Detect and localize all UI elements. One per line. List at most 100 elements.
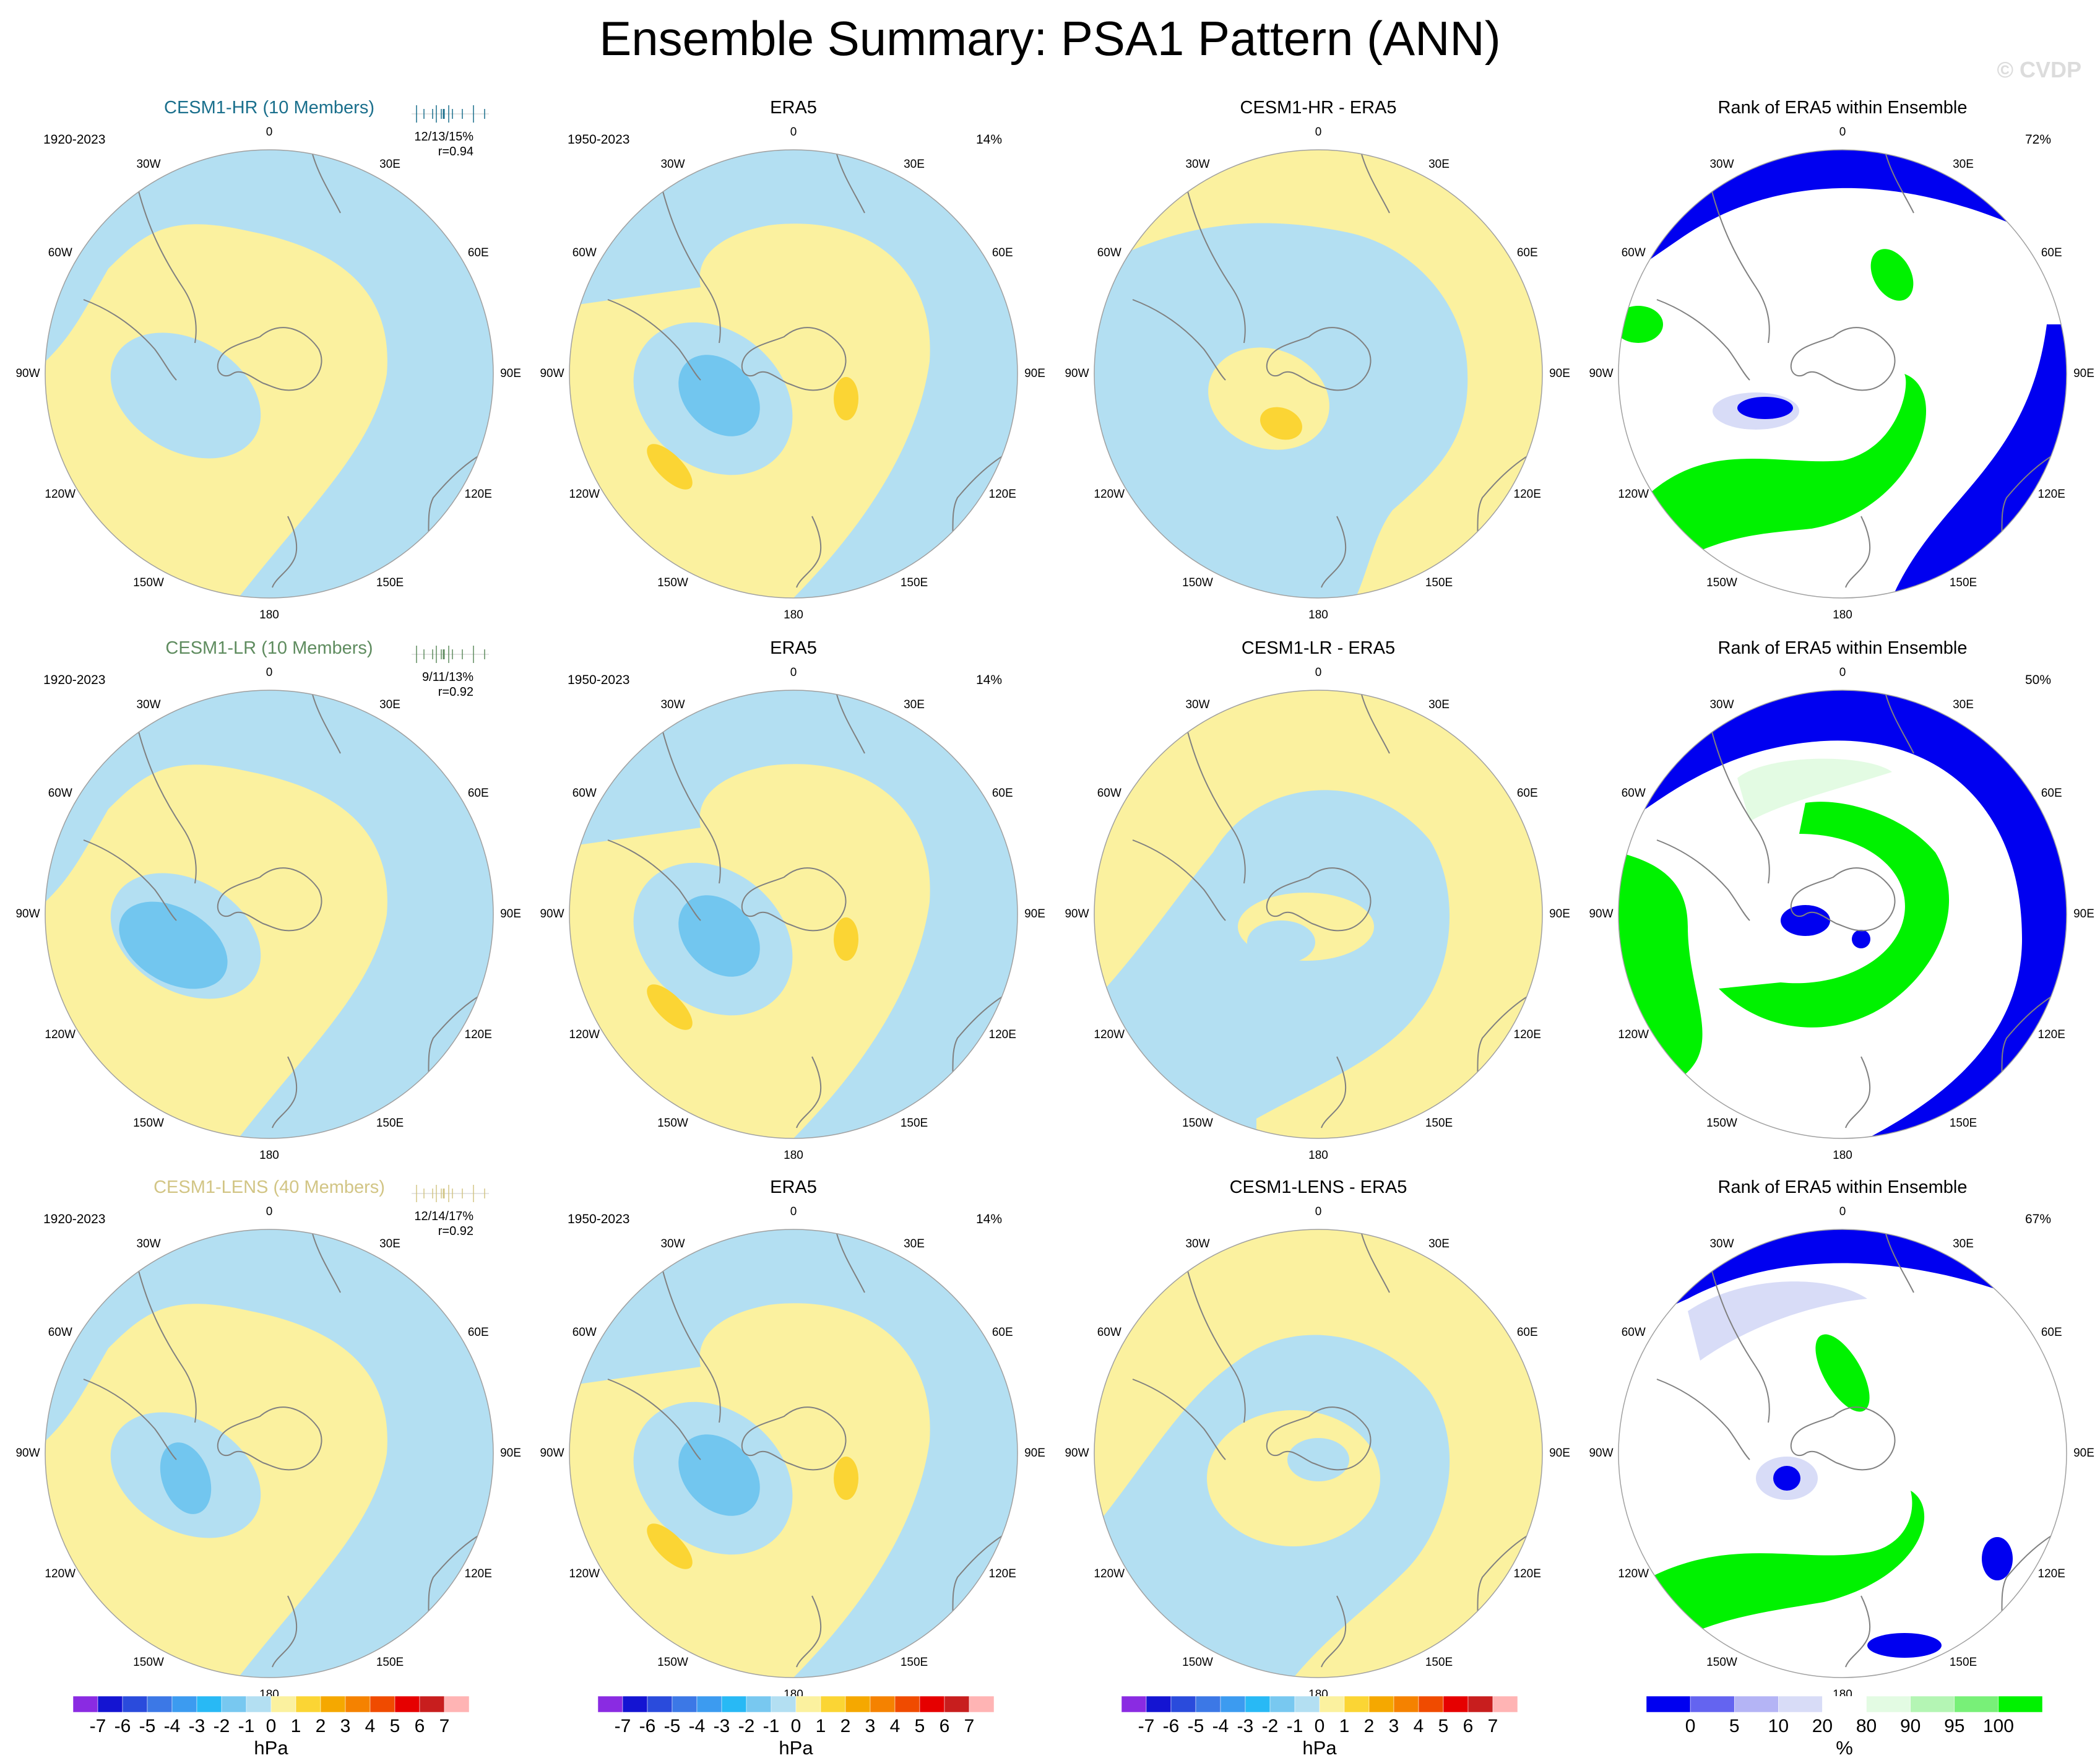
africa-coast: [312, 1233, 341, 1293]
panel-r2-c3: CESM1-LR - ERA5 0 30E 60E 90E 120E 150E 180 150W…: [1058, 638, 1578, 1176]
panel-title-r1-c4: Rank of ERA5 within Ensemble: [1718, 98, 1968, 118]
colorbar-swatches: [1121, 1696, 1518, 1713]
colorbar-swatch: [1220, 1696, 1246, 1713]
lon-label-90E: 90E: [500, 367, 521, 380]
new-zealand-coast: [1321, 1595, 1347, 1668]
colorbar-label: 7: [439, 1716, 450, 1736]
colorbar-label: -7: [1138, 1716, 1155, 1736]
period-obs-r3: 1950-2023: [568, 1212, 630, 1226]
pct-rank-r1: 72%: [2025, 132, 2052, 147]
lon-label-60W: 60W: [1621, 1326, 1646, 1339]
antarctica-coast: [217, 1406, 322, 1471]
panel-r3-c4: Rank of ERA5 within Ensemble 67% 0 30E 60E 90…: [1583, 1177, 2100, 1715]
africa-coast: [1361, 1233, 1390, 1293]
colorbar-label: 7: [1487, 1716, 1498, 1736]
map-boundary: [1094, 149, 1543, 599]
colorbar-swatches: [73, 1696, 469, 1713]
negative-anomaly-region: [45, 1229, 493, 1678]
antarctica-coast: [1790, 1406, 1896, 1471]
lon-label-30W: 30W: [1185, 698, 1210, 712]
colorbar-label: -1: [238, 1716, 255, 1736]
lon-label-90W: 90W: [540, 367, 564, 380]
colorbar-swatch: [647, 1696, 673, 1713]
polar-map-r2-c2: [569, 690, 1018, 1139]
stats-r2: 9/11/13% r=0.92: [374, 670, 473, 700]
colorbar-hpa-2: -7 -6 -5 -4 -3 -2 -1 0 1 2 3 4 5 6 7 hPa: [598, 1696, 994, 1759]
lon-label-90W: 90W: [540, 907, 564, 920]
new-zealand-coast: [1321, 516, 1347, 588]
lon-label-120E: 120E: [1513, 488, 1541, 501]
lon-label-60W: 60W: [572, 246, 597, 259]
lon-label-150W: 150W: [1182, 1116, 1213, 1130]
lon-label-90W: 90W: [1589, 1447, 1614, 1460]
colorbar-label: 2: [315, 1716, 326, 1736]
lon-label-0: 0: [266, 1205, 273, 1218]
lon-label-60E: 60E: [1516, 1326, 1538, 1339]
lon-label-180: 180: [259, 609, 279, 622]
panel-title-r2-c3: CESM1-LR - ERA5: [1241, 638, 1396, 658]
colorbar-label: 7: [964, 1716, 975, 1736]
panel-title-r1-c2: ERA5: [770, 98, 817, 118]
lon-label-0: 0: [1315, 666, 1322, 679]
lon-label-60W: 60W: [572, 787, 597, 800]
lon-label-120W: 120W: [1094, 488, 1125, 501]
colorbar-swatch: [1269, 1696, 1295, 1713]
lon-label-0: 0: [266, 666, 273, 679]
polar-map-r1-c2: [569, 149, 1018, 599]
rank-low-center: [1737, 397, 1793, 419]
panel-r3-c2: ERA5 1950-2023 14% 0 30E 60E 90E 120E 150E 180 150…: [534, 1177, 1053, 1715]
africa-coast: [836, 154, 865, 214]
lon-label-60W: 60W: [572, 1326, 597, 1339]
lon-label-30E: 30E: [379, 1237, 400, 1251]
lon-label-30W: 30W: [1709, 1237, 1734, 1251]
negative-anomaly-region: [45, 690, 493, 1138]
colorbar-label: 5: [389, 1716, 400, 1736]
south-america-coast: [1132, 839, 1226, 921]
south-america-coast: [1132, 299, 1226, 381]
lon-label-30W: 30W: [660, 1237, 685, 1251]
lon-label-120W: 120W: [45, 488, 76, 501]
colorbar-label: 100: [1982, 1716, 2014, 1736]
lon-label-60E: 60E: [992, 1326, 1013, 1339]
colorbar-swatches: [598, 1696, 994, 1713]
colorbar-label: 90: [1899, 1716, 1921, 1736]
colorbar-swatch: [171, 1696, 197, 1713]
colorbar-swatch: [771, 1696, 797, 1713]
colorbar-swatch: [1467, 1696, 1493, 1713]
south-america-coast: [607, 839, 701, 921]
colorbar-label: 3: [340, 1716, 351, 1736]
polar-map-r2-c4: [1618, 690, 2067, 1139]
colorbar-swatch: [1778, 1696, 1823, 1713]
lon-label-30W: 30W: [136, 158, 161, 171]
colorbar-swatch: [746, 1696, 772, 1713]
south-america-coast: [83, 839, 177, 921]
lon-label-120E: 120E: [988, 1028, 1016, 1041]
lon-label-150E: 150E: [376, 576, 404, 589]
stats-line2: r=0.92: [438, 685, 473, 699]
negative-anomaly-core: [678, 1434, 760, 1516]
colorbar-swatch: [1319, 1696, 1345, 1713]
lon-label-150W: 150W: [133, 1655, 164, 1669]
colorbar-label: 0: [1685, 1716, 1696, 1736]
lon-label-90E: 90E: [500, 1447, 521, 1460]
lon-label-90E: 90E: [2073, 1447, 2094, 1460]
lon-label-150E: 150E: [900, 576, 928, 589]
lon-label-150E: 150E: [376, 1116, 404, 1130]
lon-label-90E: 90E: [2073, 907, 2094, 920]
polar-map-r3-c3: [1094, 1229, 1543, 1678]
lon-label-90E: 90E: [1549, 367, 1570, 380]
lon-label-120W: 120W: [45, 1028, 76, 1041]
rank-high-region: [1618, 374, 1927, 598]
lon-label-120W: 120W: [45, 1567, 76, 1580]
lon-label-60W: 60W: [1621, 787, 1646, 800]
coastlines: [1132, 1233, 1542, 1668]
panel-r1-c2: ERA5 1950-2023 14% 0 30E 60E 90E 120E 150E 180 150…: [534, 98, 1053, 635]
coastlines: [1656, 154, 2066, 588]
coastlines: [1656, 1233, 2066, 1668]
colorbar-swatch: [944, 1696, 970, 1713]
colorbar-swatch: [1195, 1696, 1221, 1713]
lon-label-30E: 30E: [1428, 158, 1450, 171]
colorbar-label: 0: [1314, 1716, 1325, 1736]
lon-label-30E: 30E: [1953, 1237, 1974, 1251]
lon-label-150W: 150W: [1182, 1655, 1213, 1669]
